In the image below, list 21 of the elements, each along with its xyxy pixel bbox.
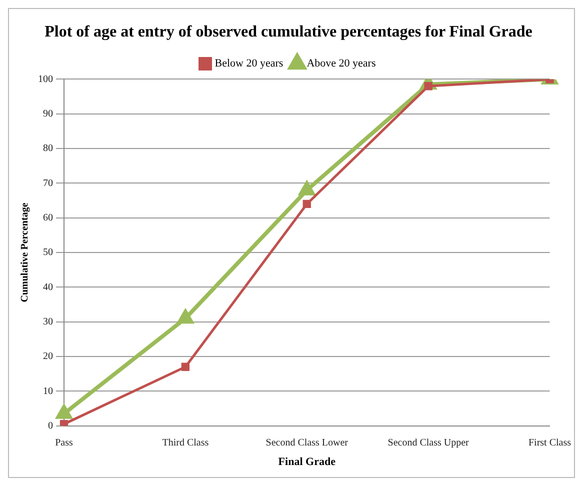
y-tick-label: 80 [43, 143, 53, 154]
y-tick-label: 0 [48, 420, 53, 432]
x-tick-label: Pass [55, 437, 73, 448]
legend-label: Above 20 years [306, 58, 376, 70]
chart-title: Plot of age at entry of observed cumulative percentages for Final Grade [44, 24, 532, 41]
x-tick-label: Second Class Lower [266, 437, 349, 448]
y-tick-label: 20 [43, 351, 53, 362]
x-tick-label: Second Class Upper [388, 437, 470, 448]
y-tick-label: 40 [43, 282, 53, 293]
legend-label: Below 20 years [214, 58, 284, 70]
x-tick-label: Third Class [162, 437, 209, 448]
y-axis-title: Cumulative Percentage [20, 202, 31, 302]
y-tick-label: 10 [43, 386, 53, 397]
y-tick-label: 100 [38, 74, 53, 85]
y-tick-label: 90 [43, 108, 53, 120]
x-tick-label: First Class [528, 437, 572, 448]
y-tick-label: 30 [43, 316, 53, 328]
y-tick-label: 50 [43, 247, 53, 258]
x-axis-title: Final Grade [278, 456, 336, 468]
y-tick-label: 70 [43, 178, 53, 189]
y-tick-label: 60 [43, 212, 53, 224]
